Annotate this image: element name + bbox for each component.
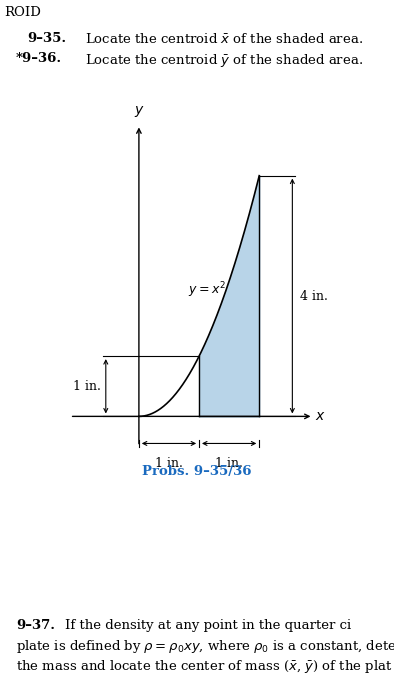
- Text: $y$: $y$: [134, 104, 144, 118]
- Text: plate is defined by $\rho = \rho_0 xy$, where $\rho_0$ is a constant, deter: plate is defined by $\rho = \rho_0 xy$, …: [16, 638, 394, 655]
- Text: 1 in.: 1 in.: [73, 380, 101, 393]
- Text: If the density at any point in the quarter ci: If the density at any point in the quart…: [65, 619, 351, 632]
- Text: 1 in.: 1 in.: [155, 456, 183, 470]
- Text: 9–35.: 9–35.: [28, 32, 67, 46]
- Text: Locate the centroid $\bar{x}$ of the shaded area.: Locate the centroid $\bar{x}$ of the sha…: [85, 32, 363, 46]
- Text: *9–36.: *9–36.: [16, 52, 62, 65]
- Text: ROID: ROID: [4, 6, 41, 19]
- Text: 4 in.: 4 in.: [299, 290, 327, 302]
- Text: Locate the centroid $\bar{y}$ of the shaded area.: Locate the centroid $\bar{y}$ of the sha…: [85, 52, 363, 69]
- Text: 9–37.: 9–37.: [16, 619, 55, 632]
- Text: $x$: $x$: [315, 410, 326, 424]
- Text: Probs. 9–35/36: Probs. 9–35/36: [142, 466, 252, 479]
- Text: 1 in.: 1 in.: [215, 456, 243, 470]
- Text: $y = x^2$: $y = x^2$: [188, 280, 226, 300]
- Text: the mass and locate the center of mass ($\bar{x}$, $\bar{y}$) of the plat: the mass and locate the center of mass (…: [16, 658, 392, 675]
